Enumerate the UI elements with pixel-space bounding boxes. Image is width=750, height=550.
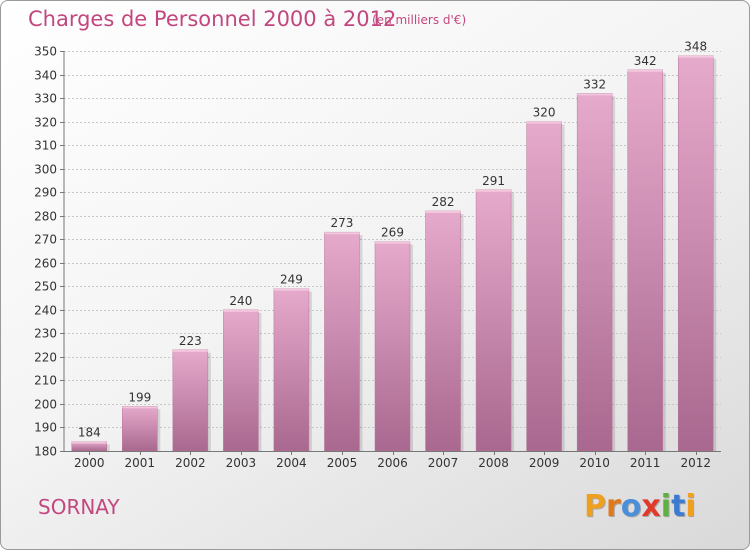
- x-tick-label: 2007: [428, 456, 459, 470]
- data-label: 320: [533, 106, 556, 120]
- x-tick-label: 2001: [125, 456, 156, 470]
- chart-title: Charges de Personnel 2000 à 2012: [28, 7, 397, 31]
- bar: [677, 55, 714, 452]
- bar: [273, 288, 310, 452]
- x-tick-label: 2011: [630, 456, 661, 470]
- y-tick-label: 260: [34, 257, 57, 271]
- bar-highlight: [71, 441, 107, 444]
- y-tick-label: 200: [34, 398, 57, 412]
- y-tick-label: 290: [34, 186, 57, 200]
- x-tick-label: 2009: [529, 456, 560, 470]
- bar-highlight: [324, 232, 360, 235]
- logo-letter: i: [660, 489, 672, 524]
- bar: [324, 231, 360, 452]
- y-tick-label: 280: [34, 210, 57, 224]
- bar: [425, 210, 461, 452]
- bar: [475, 189, 512, 452]
- data-label: 273: [331, 216, 354, 230]
- bar: [223, 309, 259, 452]
- x-tick-label: 2003: [226, 456, 257, 470]
- bar-highlight: [172, 349, 208, 352]
- logo-letter: x: [641, 489, 661, 524]
- logo-letter: r: [606, 489, 621, 524]
- data-label: 269: [381, 226, 404, 240]
- logo-letter: o: [620, 489, 642, 524]
- y-axis: 180 190 200 210 220 230 240 250 260 270 280 290 300 3…: [34, 45, 65, 459]
- logo-letter: P: [584, 489, 606, 524]
- y-tick-label: 330: [34, 92, 57, 106]
- x-tick-label: 2000: [74, 456, 105, 470]
- y-tick-label: 180: [34, 445, 57, 459]
- data-label: 249: [280, 273, 303, 287]
- data-label: 332: [583, 77, 606, 91]
- y-tick-label: 310: [34, 139, 57, 153]
- city-name: SORNAY: [38, 495, 120, 519]
- x-tick-label: 2006: [377, 456, 408, 470]
- data-label: 291: [482, 174, 505, 188]
- bar: [627, 69, 663, 452]
- y-tick-label: 220: [34, 351, 57, 365]
- data-label: 342: [634, 54, 657, 68]
- x-axis: 2000 2001 2002 2003 2004 2005 2006 2007 2008 2009…: [64, 451, 721, 470]
- data-label: 240: [229, 294, 252, 308]
- x-tick-label: 2005: [327, 456, 358, 470]
- logo-letter: t: [671, 489, 686, 524]
- y-tick-label: 300: [34, 163, 57, 177]
- data-label: 199: [128, 390, 151, 404]
- x-tick-label: 2008: [478, 456, 509, 470]
- y-tick-label: 230: [34, 327, 57, 341]
- bar-highlight: [476, 189, 512, 192]
- data-label: 348: [684, 40, 707, 54]
- bar: [576, 93, 613, 452]
- data-label: 223: [179, 334, 202, 348]
- bar-highlight: [273, 288, 309, 291]
- bar-highlight: [223, 309, 259, 312]
- y-tick-label: 190: [34, 421, 57, 435]
- logo-letter: i: [685, 489, 696, 524]
- x-tick-label: 2010: [579, 456, 610, 470]
- y-tick-label: 340: [34, 69, 57, 83]
- data-label: 282: [432, 195, 455, 209]
- bar-highlight: [577, 93, 613, 96]
- bar: [526, 121, 562, 452]
- bar-highlight: [526, 121, 562, 124]
- bars: 184 199 223 240 249 273 269 282 291 320 332 342 348: [71, 40, 717, 452]
- y-tick-label: 350: [34, 45, 57, 59]
- chart-unit-label: (en milliers d'€): [372, 13, 467, 27]
- y-tick-label: 250: [34, 280, 57, 294]
- y-tick-label: 320: [34, 116, 57, 130]
- bar-highlight: [425, 211, 461, 213]
- y-tick-label: 210: [34, 374, 57, 388]
- x-tick-label: 2012: [680, 456, 711, 470]
- bar-highlight: [122, 406, 158, 409]
- y-tick-label: 270: [34, 233, 57, 247]
- bar: [172, 349, 209, 452]
- bar-highlight: [678, 55, 714, 58]
- x-tick-label: 2002: [175, 456, 206, 470]
- proxiti-logo: Proxiti: [584, 489, 696, 524]
- bar: [122, 406, 158, 452]
- bar-highlight: [627, 69, 663, 72]
- y-tick-label: 240: [34, 304, 57, 318]
- x-tick-label: 2004: [276, 456, 307, 470]
- data-label: 184: [78, 426, 101, 440]
- bar: [374, 241, 411, 452]
- bar-highlight: [375, 241, 410, 244]
